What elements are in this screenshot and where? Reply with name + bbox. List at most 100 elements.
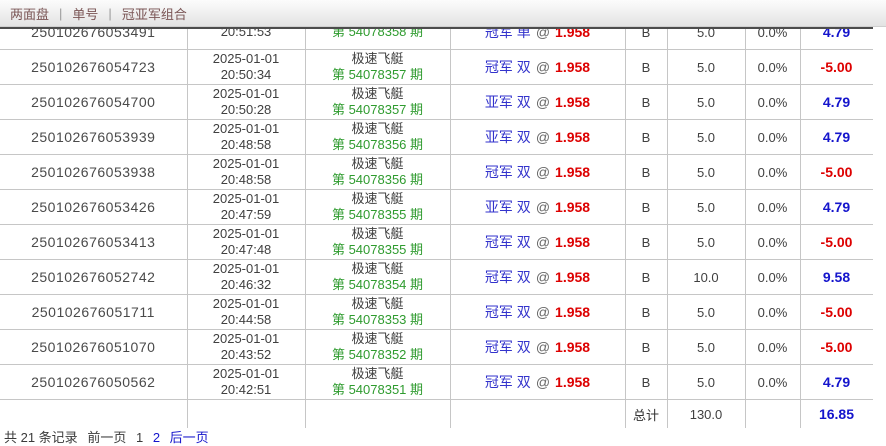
mode-cell: B <box>624 119 668 155</box>
odds-value: 1.958 <box>555 234 591 250</box>
result-cell: 4.79 <box>799 29 873 50</box>
amount-cell: 5.0 <box>666 84 746 120</box>
datetime-cell: 2025-01-01 20:44:58 <box>186 294 306 330</box>
table-row: 250102676054723 2025-01-01 20:50:34 极速飞艇… <box>0 49 873 85</box>
period-number: 第 54078356 期 <box>331 172 424 187</box>
bet-name: 冠军 双 <box>484 269 531 285</box>
bet-time: 20:48:58 <box>220 137 272 152</box>
result-value: 4.79 <box>822 199 851 215</box>
game-name: 极速飞艇 <box>351 51 404 66</box>
order-id: 250102676054700 <box>31 94 156 110</box>
amount-value: 5.0 <box>696 27 716 40</box>
amount-cell: 5.0 <box>666 364 746 400</box>
tab-single-number[interactable]: 单号 <box>72 6 99 22</box>
next-page-button[interactable]: 后一页 <box>169 430 209 445</box>
odds-value: 1.958 <box>555 27 591 40</box>
game-period-cell: 极速飞艇 第 54078357 期 <box>304 49 451 85</box>
total-label: 总计 <box>624 399 668 428</box>
period-number: 第 54078355 期 <box>331 207 424 222</box>
order-id-cell: 250102676053938 <box>0 154 188 190</box>
order-id-cell: 250102676051711 <box>0 294 188 330</box>
result-value: -5.00 <box>820 234 853 250</box>
at-sign: @ <box>535 59 551 75</box>
game-period-cell: 极速飞艇 第 54078356 期 <box>304 119 451 155</box>
at-sign: @ <box>535 234 551 250</box>
total-amount: 130.0 <box>666 399 746 428</box>
percent-value: 0.0% <box>757 234 788 250</box>
bet-name: 亚军 双 <box>484 199 531 215</box>
bet-time: 20:50:34 <box>220 67 272 82</box>
order-id: 250102676053413 <box>31 234 156 250</box>
bet-time: 20:50:28 <box>220 102 272 117</box>
result-cell: 4.79 <box>799 84 873 120</box>
result-cell: -5.00 <box>799 294 873 330</box>
period-number: 第 54078358 期 <box>331 27 424 39</box>
records-table-container: 250102676053491 20:51:53 第 54078358 期 冠军… <box>0 27 873 428</box>
amount-value: 5.0 <box>696 234 716 250</box>
game-name: 极速飞艇 <box>351 191 404 206</box>
amount-cell: 5.0 <box>666 329 746 365</box>
order-id: 250102676050562 <box>31 374 156 390</box>
bet-date: 2025-01-01 <box>212 331 280 346</box>
datetime-cell: 2025-01-01 20:48:58 <box>186 154 306 190</box>
mode-value: B <box>641 199 651 215</box>
percent-value: 0.0% <box>757 339 788 355</box>
result-cell: 4.79 <box>799 189 873 225</box>
result-cell: -5.00 <box>799 329 873 365</box>
order-id-cell: 250102676053426 <box>0 189 188 225</box>
odds-value: 1.958 <box>555 339 591 355</box>
percent-cell: 0.0% <box>744 119 801 155</box>
table-row: 250102676051711 2025-01-01 20:44:58 极速飞艇… <box>0 294 873 330</box>
bet-content-cell: 亚军 双 @1.958 <box>449 119 626 155</box>
mode-value: B <box>641 59 651 75</box>
bet-name: 亚军 双 <box>484 129 531 145</box>
order-id: 250102676051070 <box>31 339 156 355</box>
percent-value: 0.0% <box>757 269 788 285</box>
result-cell: -5.00 <box>799 154 873 190</box>
percent-value: 0.0% <box>757 199 788 215</box>
datetime-cell: 2025-01-01 20:46:32 <box>186 259 306 295</box>
bet-name: 冠军 双 <box>484 164 531 180</box>
result-value: -5.00 <box>820 339 853 355</box>
percent-value: 0.0% <box>757 94 788 110</box>
game-name: 极速飞艇 <box>351 296 404 311</box>
odds-value: 1.958 <box>555 199 591 215</box>
at-sign: @ <box>535 129 551 145</box>
page-number-2[interactable]: 2 <box>152 430 161 445</box>
result-cell: -5.00 <box>799 49 873 85</box>
order-id: 250102676053939 <box>31 129 156 145</box>
odds-value: 1.958 <box>555 94 591 110</box>
game-name: 极速飞艇 <box>351 121 404 136</box>
bet-name: 冠军 双 <box>484 339 531 355</box>
order-id-cell: 250102676051070 <box>0 329 188 365</box>
odds-value: 1.958 <box>555 374 591 390</box>
bet-time: 20:51:53 <box>220 27 272 39</box>
bet-date: 2025-01-01 <box>212 366 280 381</box>
bet-content-cell: 冠军 单 @1.958 <box>449 27 626 50</box>
datetime-cell: 2025-01-01 20:50:34 <box>186 49 306 85</box>
mode-cell: B <box>624 329 668 365</box>
mode-cell: B <box>624 259 668 295</box>
amount-value: 5.0 <box>696 164 716 180</box>
bet-date: 2025-01-01 <box>212 226 280 241</box>
amount-value: 5.0 <box>696 304 716 320</box>
order-id-cell: 250102676053413 <box>0 224 188 260</box>
order-id: 250102676051711 <box>31 304 155 320</box>
game-period-cell: 极速飞艇 第 54078354 期 <box>304 259 451 295</box>
order-id: 250102676052742 <box>31 269 156 285</box>
page-number-1: 1 <box>135 430 144 445</box>
tab-two-sides[interactable]: 两面盘 <box>10 6 50 22</box>
result-value: 4.79 <box>822 374 851 390</box>
percent-value: 0.0% <box>757 164 788 180</box>
bet-time: 20:43:52 <box>220 347 272 362</box>
at-sign: @ <box>535 94 551 110</box>
tab-champion-combo[interactable]: 冠亚军组合 <box>121 6 187 22</box>
percent-cell: 0.0% <box>744 224 801 260</box>
amount-value: 5.0 <box>696 339 716 355</box>
mode-cell: B <box>624 154 668 190</box>
bet-date: 2025-01-01 <box>212 261 280 276</box>
datetime-cell: 2025-01-01 20:50:28 <box>186 84 306 120</box>
result-cell: 4.79 <box>799 119 873 155</box>
table-row: 250102676053938 2025-01-01 20:48:58 极速飞艇… <box>0 154 873 190</box>
game-period-cell: 极速飞艇 第 54078353 期 <box>304 294 451 330</box>
